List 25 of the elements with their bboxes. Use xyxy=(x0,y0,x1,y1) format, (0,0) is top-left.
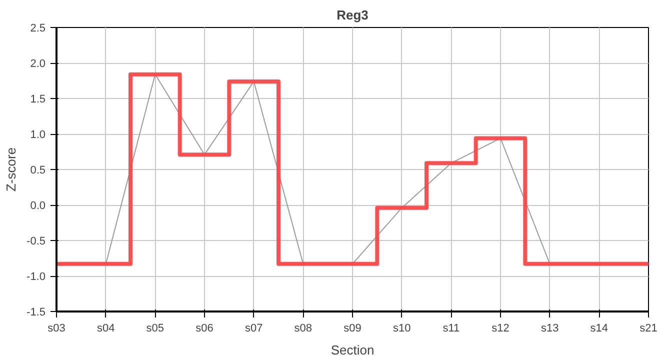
x-tick-label: s13 xyxy=(540,322,559,334)
x-tick-label: s07 xyxy=(244,322,263,334)
y-tick-label: 0.0 xyxy=(30,200,46,212)
y-tick-label: 2.5 xyxy=(30,22,46,34)
y-tick-label: 0.5 xyxy=(30,164,46,176)
x-tick-label: s21 xyxy=(640,322,658,334)
y-axis-title: Z-score xyxy=(4,147,19,192)
x-tick-label: s04 xyxy=(96,322,115,334)
x-tick-label: s05 xyxy=(146,322,164,334)
y-tick-label: -1.5 xyxy=(26,306,46,318)
y-tick-label: 1.0 xyxy=(30,129,46,141)
x-tick-label: s09 xyxy=(344,322,362,334)
x-axis-title: Section xyxy=(330,342,374,358)
x-tick-label: s14 xyxy=(590,322,608,334)
y-tick-label: 2.0 xyxy=(30,58,46,70)
chart-title: Reg3 xyxy=(336,8,368,22)
x-tick-label: s03 xyxy=(48,322,66,334)
x-tick-label: s11 xyxy=(442,322,460,334)
x-tick-label: s10 xyxy=(392,322,411,334)
x-tick-label: s08 xyxy=(294,322,312,334)
y-tick-label: 1.5 xyxy=(30,94,46,106)
x-tick-label: s06 xyxy=(196,322,214,334)
y-tick-label: -0.5 xyxy=(26,236,46,248)
y-tick-label: -1.0 xyxy=(26,271,46,283)
x-tick-label: s12 xyxy=(492,322,510,334)
